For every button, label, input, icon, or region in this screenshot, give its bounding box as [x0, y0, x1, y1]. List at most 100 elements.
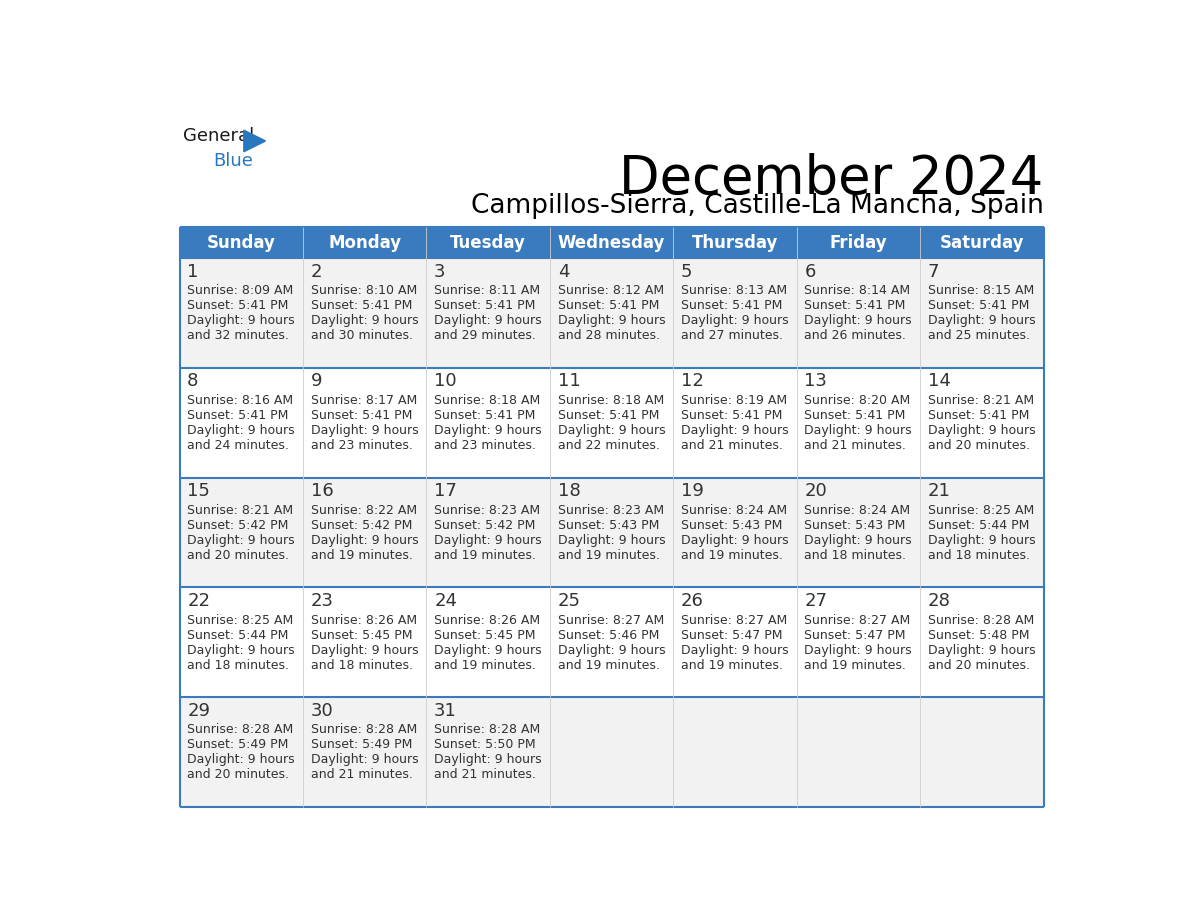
Text: Daylight: 9 hours: Daylight: 9 hours [928, 424, 1036, 437]
Text: 16: 16 [311, 482, 334, 500]
Text: Sunset: 5:41 PM: Sunset: 5:41 PM [311, 409, 412, 422]
Text: Daylight: 9 hours: Daylight: 9 hours [804, 314, 912, 327]
Bar [921, 258, 1043, 368]
Text: 30: 30 [311, 702, 334, 720]
Text: 18: 18 [557, 482, 581, 500]
Text: and 18 minutes.: and 18 minutes. [804, 549, 906, 562]
Text: 28: 28 [928, 592, 950, 610]
Text: and 18 minutes.: and 18 minutes. [311, 658, 412, 672]
Text: Sunrise: 8:23 AM: Sunrise: 8:23 AM [434, 504, 541, 517]
Text: Sunset: 5:41 PM: Sunset: 5:41 PM [434, 299, 536, 312]
Bar [179, 477, 303, 588]
Text: Daylight: 9 hours: Daylight: 9 hours [311, 644, 418, 656]
Text: Sunrise: 8:13 AM: Sunrise: 8:13 AM [681, 285, 788, 297]
Text: Sunrise: 8:28 AM: Sunrise: 8:28 AM [434, 723, 541, 736]
Text: Sunset: 5:41 PM: Sunset: 5:41 PM [188, 299, 289, 312]
Text: and 19 minutes.: and 19 minutes. [804, 658, 906, 672]
Text: and 26 minutes.: and 26 minutes. [804, 330, 906, 342]
Bar [179, 368, 303, 477]
Text: Sunset: 5:46 PM: Sunset: 5:46 PM [557, 629, 659, 642]
Text: Daylight: 9 hours: Daylight: 9 hours [681, 424, 789, 437]
Text: Daylight: 9 hours: Daylight: 9 hours [311, 424, 418, 437]
Text: and 19 minutes.: and 19 minutes. [681, 658, 783, 672]
Text: 22: 22 [188, 592, 210, 610]
Text: 8: 8 [188, 373, 198, 390]
Text: Daylight: 9 hours: Daylight: 9 hours [681, 314, 789, 327]
Text: December 2024: December 2024 [619, 152, 1043, 205]
Text: 31: 31 [434, 702, 457, 720]
Text: Sunset: 5:41 PM: Sunset: 5:41 PM [681, 409, 783, 422]
Text: 25: 25 [557, 592, 581, 610]
Text: Daylight: 9 hours: Daylight: 9 hours [188, 424, 295, 437]
Text: Sunrise: 8:24 AM: Sunrise: 8:24 AM [681, 504, 788, 517]
Text: 23: 23 [311, 592, 334, 610]
Text: Sunset: 5:44 PM: Sunset: 5:44 PM [928, 519, 1029, 532]
Text: 1: 1 [188, 263, 198, 281]
Bar [674, 368, 797, 477]
Text: Sunset: 5:41 PM: Sunset: 5:41 PM [681, 299, 783, 312]
Bar [550, 477, 674, 588]
Bar [550, 258, 674, 368]
Text: Daylight: 9 hours: Daylight: 9 hours [311, 314, 418, 327]
Text: Sunrise: 8:23 AM: Sunrise: 8:23 AM [557, 504, 664, 517]
Text: and 19 minutes.: and 19 minutes. [557, 549, 659, 562]
Text: Sunrise: 8:15 AM: Sunrise: 8:15 AM [928, 285, 1035, 297]
Text: Sunrise: 8:11 AM: Sunrise: 8:11 AM [434, 285, 541, 297]
Text: and 23 minutes.: and 23 minutes. [434, 439, 536, 452]
Text: and 23 minutes.: and 23 minutes. [311, 439, 412, 452]
Text: and 25 minutes.: and 25 minutes. [928, 330, 1030, 342]
Bar [921, 588, 1043, 697]
Text: Daylight: 9 hours: Daylight: 9 hours [681, 644, 789, 656]
Text: Sunset: 5:49 PM: Sunset: 5:49 PM [311, 738, 412, 752]
Text: Thursday: Thursday [691, 233, 778, 252]
Text: and 19 minutes.: and 19 minutes. [557, 658, 659, 672]
Text: Sunrise: 8:18 AM: Sunrise: 8:18 AM [557, 394, 664, 407]
Text: 17: 17 [434, 482, 457, 500]
Text: Daylight: 9 hours: Daylight: 9 hours [188, 533, 295, 547]
Text: Sunset: 5:49 PM: Sunset: 5:49 PM [188, 738, 289, 752]
Text: and 21 minutes.: and 21 minutes. [804, 439, 906, 452]
Text: Daylight: 9 hours: Daylight: 9 hours [434, 314, 542, 327]
Bar [179, 697, 303, 807]
Bar [179, 258, 303, 368]
Text: Daylight: 9 hours: Daylight: 9 hours [928, 644, 1036, 656]
Text: Daylight: 9 hours: Daylight: 9 hours [928, 314, 1036, 327]
Text: Sunrise: 8:21 AM: Sunrise: 8:21 AM [928, 394, 1034, 407]
Text: and 21 minutes.: and 21 minutes. [311, 768, 412, 781]
Text: and 30 minutes.: and 30 minutes. [311, 330, 412, 342]
Text: Sunset: 5:48 PM: Sunset: 5:48 PM [928, 629, 1030, 642]
Text: General: General [183, 127, 254, 145]
Text: Daylight: 9 hours: Daylight: 9 hours [311, 754, 418, 767]
Text: and 18 minutes.: and 18 minutes. [928, 549, 1030, 562]
Text: 24: 24 [434, 592, 457, 610]
Text: 19: 19 [681, 482, 704, 500]
Text: 14: 14 [928, 373, 950, 390]
Bar [674, 588, 797, 697]
Text: Wednesday: Wednesday [558, 233, 665, 252]
Bar [550, 368, 674, 477]
Text: Daylight: 9 hours: Daylight: 9 hours [804, 424, 912, 437]
Text: Sunrise: 8:17 AM: Sunrise: 8:17 AM [311, 394, 417, 407]
Text: 29: 29 [188, 702, 210, 720]
Text: Sunrise: 8:09 AM: Sunrise: 8:09 AM [188, 285, 293, 297]
Text: 5: 5 [681, 263, 693, 281]
Text: Sunrise: 8:14 AM: Sunrise: 8:14 AM [804, 285, 911, 297]
Text: 4: 4 [557, 263, 569, 281]
Text: Sunrise: 8:19 AM: Sunrise: 8:19 AM [681, 394, 788, 407]
Text: Daylight: 9 hours: Daylight: 9 hours [434, 424, 542, 437]
Text: Daylight: 9 hours: Daylight: 9 hours [188, 754, 295, 767]
Text: Daylight: 9 hours: Daylight: 9 hours [557, 644, 665, 656]
Bar [426, 368, 550, 477]
Bar [426, 588, 550, 697]
Text: Sunset: 5:45 PM: Sunset: 5:45 PM [311, 629, 412, 642]
Text: and 19 minutes.: and 19 minutes. [681, 549, 783, 562]
Text: and 19 minutes.: and 19 minutes. [434, 549, 536, 562]
Text: and 24 minutes.: and 24 minutes. [188, 439, 289, 452]
Text: Sunrise: 8:27 AM: Sunrise: 8:27 AM [681, 613, 788, 627]
Text: Sunset: 5:42 PM: Sunset: 5:42 PM [188, 519, 289, 532]
Bar [674, 258, 797, 368]
Text: Daylight: 9 hours: Daylight: 9 hours [557, 424, 665, 437]
Text: Sunset: 5:41 PM: Sunset: 5:41 PM [928, 299, 1029, 312]
Bar [303, 588, 426, 697]
Text: 21: 21 [928, 482, 950, 500]
